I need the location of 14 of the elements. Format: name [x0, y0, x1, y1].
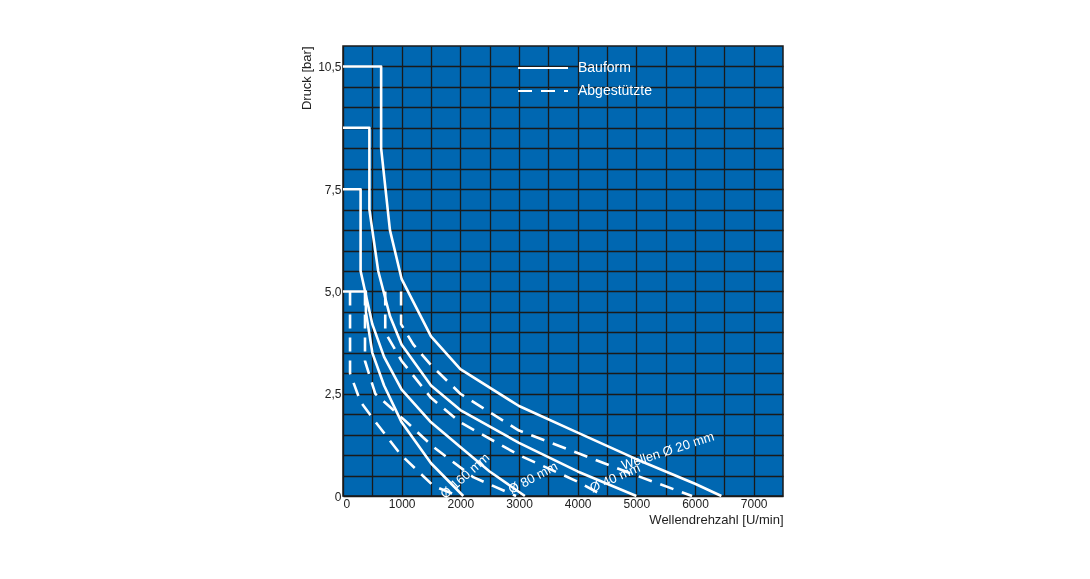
- y-tick-label: 5,0: [324, 284, 342, 299]
- y-tick-label: 2,5: [324, 387, 342, 402]
- x-tick-label: 6000: [682, 496, 710, 511]
- x-tick-label: 5000: [623, 496, 651, 511]
- x-tick-label: 7000: [740, 496, 768, 511]
- x-tick-label: 2000: [447, 496, 475, 511]
- y-tick-label: 7,5: [324, 182, 342, 197]
- line-series: [399, 290, 694, 498]
- x-tick-label: 4000: [564, 496, 592, 511]
- x-tick-label: 1000: [388, 496, 416, 511]
- y-tick-label: 10,5: [318, 59, 342, 74]
- x-tick-label: 3000: [506, 496, 534, 511]
- x-axis-title: Wellendrehzahl [U/min]: [649, 511, 784, 527]
- y-axis-title: Druck [bar]: [299, 46, 315, 111]
